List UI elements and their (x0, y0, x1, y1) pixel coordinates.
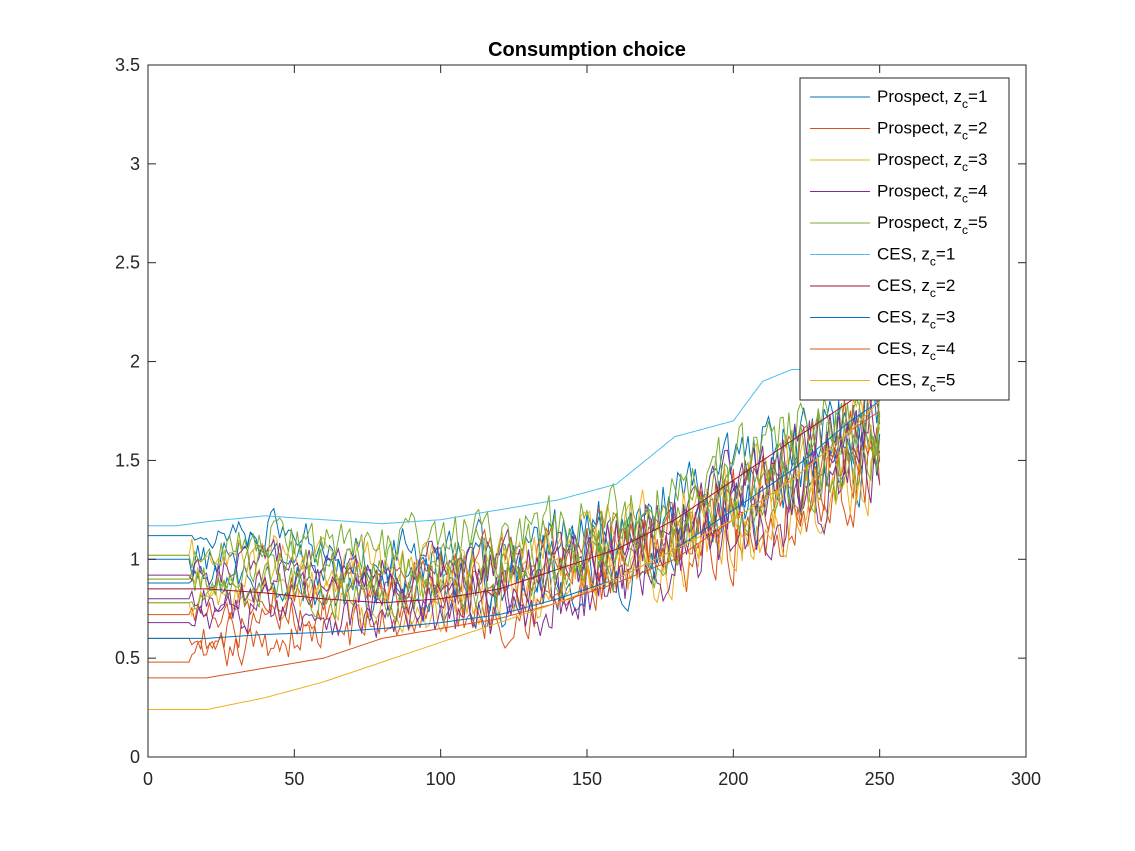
legend-entry-10: CES, zc=5 (810, 371, 955, 395)
y-tick-label: 3 (130, 154, 140, 174)
legend-label-main: Prospect, z (877, 87, 962, 106)
legend-label: Prospect, zc=4 (877, 182, 987, 206)
legend-label-main: CES, z (877, 276, 930, 295)
series-line-6 (148, 369, 880, 527)
legend-entry-9: CES, zc=4 (810, 339, 955, 363)
legend-label-main: CES, z (877, 308, 930, 327)
series-line-7 (148, 380, 880, 604)
x-tick-label: 200 (718, 769, 748, 789)
y-tick-label: 3.5 (115, 55, 140, 75)
legend-entry-5: Prospect, zc=5 (810, 213, 987, 237)
series-line-5-1 (148, 437, 881, 623)
legend-label: CES, zc=3 (877, 308, 955, 332)
tick-layer: 0 50 100 150 200 250 300 0 0.5 1 1.5 2 2.5 3 3.5 (115, 55, 1041, 789)
legend-label-tail: =1 (936, 245, 955, 264)
series-line-4-2 (148, 400, 881, 623)
x-tick-label: 100 (426, 769, 456, 789)
legend-entry-4: Prospect, zc=4 (810, 182, 987, 206)
legend-label-tail: =2 (936, 276, 955, 295)
legend-entry-6: CES, zc=1 (810, 245, 955, 269)
legend-label: CES, zc=4 (877, 339, 955, 363)
legend-label-main: Prospect, z (877, 119, 962, 138)
series-line-4-1 (148, 432, 881, 638)
legend-entry-3: Prospect, zc=3 (810, 150, 987, 174)
y-tick-label: 1.5 (115, 450, 140, 470)
legend-label-main: CES, z (877, 339, 930, 358)
legend-label-sub: c (962, 97, 968, 111)
chart-title: Consumption choice (488, 39, 686, 61)
legend-label-sub: c (930, 318, 936, 332)
legend-label-sub: c (930, 381, 936, 395)
legend-label-sub: c (930, 286, 936, 300)
legend-label-tail: =5 (936, 371, 955, 390)
legend-entry-2: Prospect, zc=2 (810, 119, 987, 143)
legend-label-tail: =4 (968, 182, 987, 201)
legend-label-main: CES, z (877, 371, 930, 390)
series-line-8 (148, 400, 880, 639)
x-tick-label: 250 (865, 769, 895, 789)
legend-label-sub: c (930, 255, 936, 269)
series-line-5-3 (148, 389, 881, 570)
legend-label-main: Prospect, z (877, 213, 962, 232)
legend-label-sub: c (962, 192, 968, 206)
legend-label-tail: =1 (968, 87, 987, 106)
legend-label: Prospect, zc=5 (877, 213, 987, 237)
legend-entry-8: CES, zc=3 (810, 308, 955, 332)
legend-label-tail: =4 (936, 339, 955, 358)
legend-label: Prospect, zc=2 (877, 119, 987, 143)
y-tick-label: 2 (130, 352, 140, 372)
series-layer (148, 364, 881, 710)
legend-entry-7: CES, zc=2 (810, 276, 955, 300)
series-line-10 (148, 400, 881, 710)
series-line-5-2 (148, 383, 881, 595)
y-tick-label: 1 (130, 549, 140, 569)
y-tick-label: 2.5 (115, 253, 140, 273)
series-line-4-3 (148, 364, 881, 600)
legend-entry-1: Prospect, zc=1 (810, 87, 987, 111)
x-tick-label: 0 (143, 769, 153, 789)
legend-label-sub: c (962, 160, 968, 174)
y-tick-label: 0 (130, 747, 140, 767)
x-tick-label: 150 (572, 769, 602, 789)
legend-label: Prospect, zc=1 (877, 87, 987, 111)
legend-label: CES, zc=5 (877, 371, 955, 395)
legend-label-tail: =3 (968, 150, 987, 169)
legend-label: Prospect, zc=3 (877, 150, 987, 174)
legend-label-tail: =3 (936, 308, 955, 327)
legend-label-sub: c (962, 129, 968, 143)
x-tick-label: 50 (284, 769, 304, 789)
legend-label: CES, zc=2 (877, 276, 955, 300)
legend-label-tail: =5 (968, 213, 987, 232)
series-line-2-1 (148, 438, 881, 667)
legend-box (799, 77, 1010, 401)
legend-label: CES, zc=1 (877, 245, 955, 269)
y-tick-label: 0.5 (115, 648, 140, 668)
legend-label-sub: c (962, 223, 968, 237)
legend-label-main: Prospect, z (877, 182, 962, 201)
x-tick-label: 300 (1011, 769, 1041, 789)
legend-label-tail: =2 (968, 119, 987, 138)
legend-label-main: CES, z (877, 245, 930, 264)
legend-label-sub: c (930, 349, 936, 363)
legend-label-main: Prospect, z (877, 150, 962, 169)
